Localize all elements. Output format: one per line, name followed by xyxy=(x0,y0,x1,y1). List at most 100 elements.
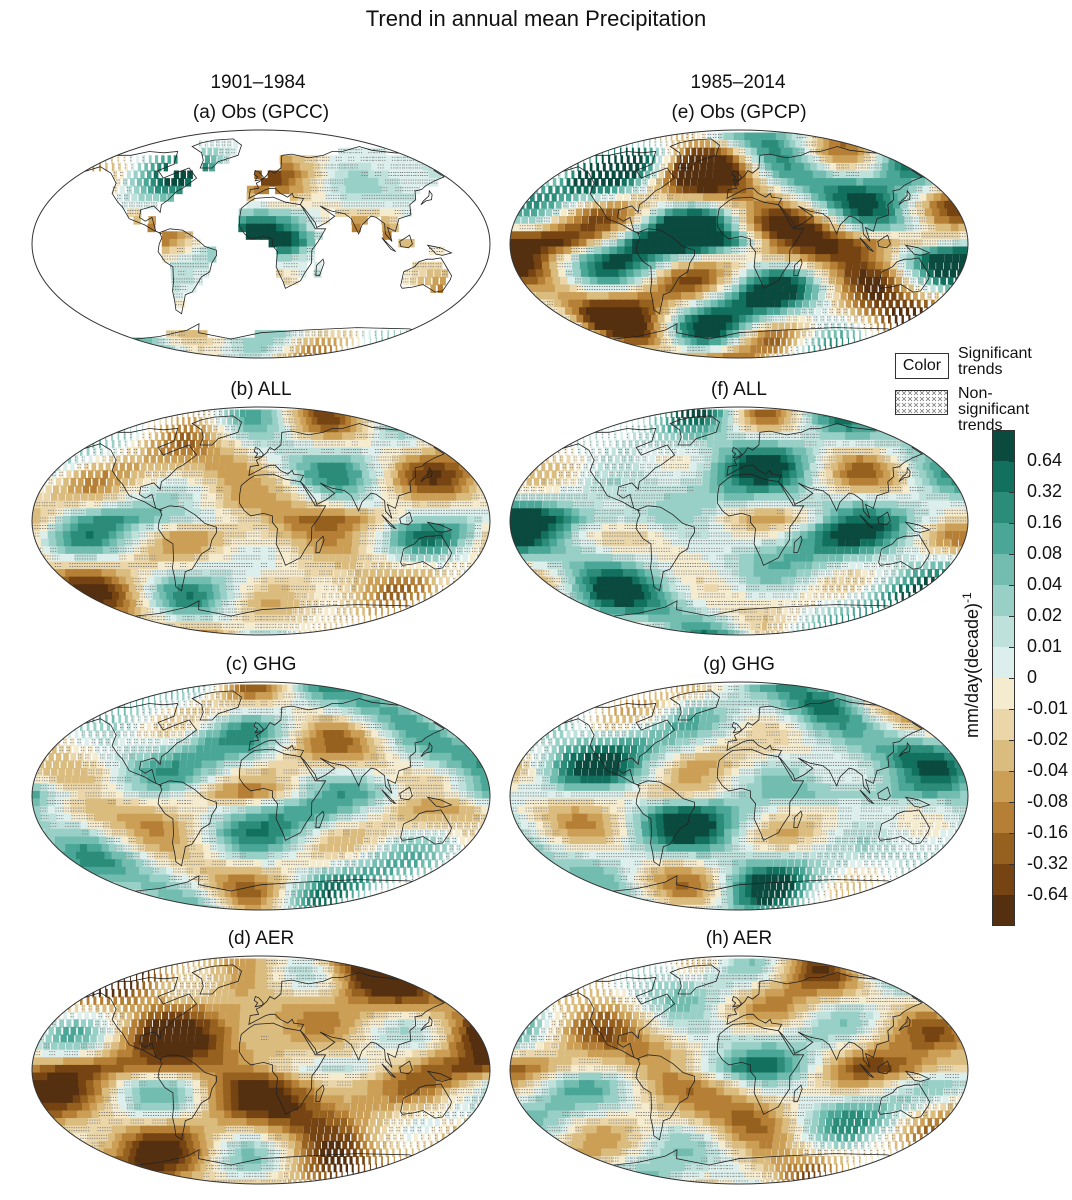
panel-label-h: (h) AER xyxy=(589,928,889,950)
coastline xyxy=(315,535,325,554)
colorbar-segment xyxy=(992,771,1015,802)
period-label-right: 1985–2014 xyxy=(588,72,888,94)
map-outline xyxy=(509,681,969,911)
coastline xyxy=(793,535,803,554)
coastline xyxy=(877,786,891,801)
colorbar-tick-label: 0.32 xyxy=(1027,481,1062,502)
coastline xyxy=(239,196,327,289)
colorbar-tick-label: -0.01 xyxy=(1027,698,1068,719)
coastline xyxy=(315,1084,325,1103)
map-outline xyxy=(31,955,491,1185)
map-outline xyxy=(509,955,969,1185)
map-field xyxy=(32,130,490,358)
coastline xyxy=(859,1063,874,1078)
coastline xyxy=(239,1022,327,1115)
coastline xyxy=(157,780,218,867)
colorbar-tick xyxy=(1009,709,1015,710)
coastline xyxy=(859,789,874,804)
coastline xyxy=(381,789,396,804)
map-panel-b xyxy=(31,406,491,636)
coastline xyxy=(420,466,433,483)
panel-label-f: (f) ALL xyxy=(589,379,889,401)
colorbar-tick-label: -0.16 xyxy=(1027,822,1068,843)
coastline xyxy=(399,511,413,526)
coastline xyxy=(420,189,433,206)
coastline xyxy=(315,810,325,829)
coastline xyxy=(239,473,327,566)
coastline xyxy=(157,228,218,315)
coastline xyxy=(420,741,433,758)
colorbar-tick-label: -0.08 xyxy=(1027,791,1068,812)
colorbar-tick-label: -0.32 xyxy=(1027,853,1068,874)
significant-label: Significant trends xyxy=(958,346,1032,378)
coastline xyxy=(157,1054,218,1141)
colorbar-tick-label: -0.02 xyxy=(1027,729,1068,750)
colorbar-segment xyxy=(992,802,1015,833)
coastline xyxy=(898,189,911,206)
colorbar-tick xyxy=(1009,802,1015,803)
colorbar-tick-label: 0.64 xyxy=(1027,450,1062,471)
coastline xyxy=(878,534,930,570)
coastline xyxy=(248,698,457,794)
coastline xyxy=(877,234,891,249)
coastline xyxy=(157,505,218,592)
colorbar-tick xyxy=(1009,678,1015,679)
panel-label-c: (c) GHG xyxy=(111,654,411,676)
coastline xyxy=(381,514,396,529)
coastline xyxy=(80,151,198,235)
coastline xyxy=(426,244,453,256)
coastline xyxy=(878,257,930,293)
colorbar-segment xyxy=(992,864,1015,895)
coastline xyxy=(859,237,874,252)
coastline xyxy=(191,415,242,446)
coastline xyxy=(248,972,457,1068)
colorbar-tick-label: 0.01 xyxy=(1027,636,1062,657)
coastline xyxy=(635,1054,696,1141)
coastline xyxy=(669,415,720,446)
coastline xyxy=(726,698,935,794)
coastline xyxy=(877,1060,891,1075)
coastline xyxy=(400,809,452,845)
map-panel-g xyxy=(509,681,969,911)
coastline xyxy=(80,703,198,787)
coastline xyxy=(80,977,198,1061)
coastline xyxy=(878,1083,930,1119)
coastline xyxy=(669,690,720,721)
colorbar-segment xyxy=(992,740,1015,771)
colorbar-segment xyxy=(992,616,1015,647)
coastline xyxy=(191,138,242,169)
map-outline xyxy=(31,681,491,911)
coastline xyxy=(191,964,242,995)
map-outline xyxy=(509,129,969,359)
coastline xyxy=(400,534,452,570)
colorbar-unit-label: mm/day(decade)-1 xyxy=(960,592,983,738)
map-outline xyxy=(31,406,491,636)
colorbar-segment xyxy=(992,895,1015,926)
coastline xyxy=(717,473,805,566)
colorbar-tick xyxy=(1009,461,1015,462)
map-panel-d xyxy=(31,955,491,1185)
coastline xyxy=(191,690,242,721)
coastline xyxy=(717,748,805,841)
coastline xyxy=(904,1070,931,1082)
coastline xyxy=(717,196,805,289)
panel-label-g: (g) GHG xyxy=(589,654,889,676)
coastline xyxy=(239,748,327,841)
colorbar-tick-label: 0.04 xyxy=(1027,574,1062,595)
coastline xyxy=(399,786,413,801)
period-label-left: 1901–1984 xyxy=(108,72,408,94)
map-panel-e xyxy=(509,129,969,359)
colorbar-tick-label: 0.02 xyxy=(1027,605,1062,626)
map-outline xyxy=(31,129,491,359)
map-outline xyxy=(509,406,969,636)
map-field xyxy=(32,407,490,635)
coastline xyxy=(558,151,676,235)
hatch-swatch xyxy=(895,390,948,415)
coastline xyxy=(381,237,396,252)
coastline xyxy=(717,1022,805,1115)
coastline xyxy=(400,1083,452,1119)
colorbar-segment xyxy=(992,523,1015,554)
colorbar-tick xyxy=(1009,864,1015,865)
coastline xyxy=(859,514,874,529)
coastline xyxy=(898,1015,911,1032)
